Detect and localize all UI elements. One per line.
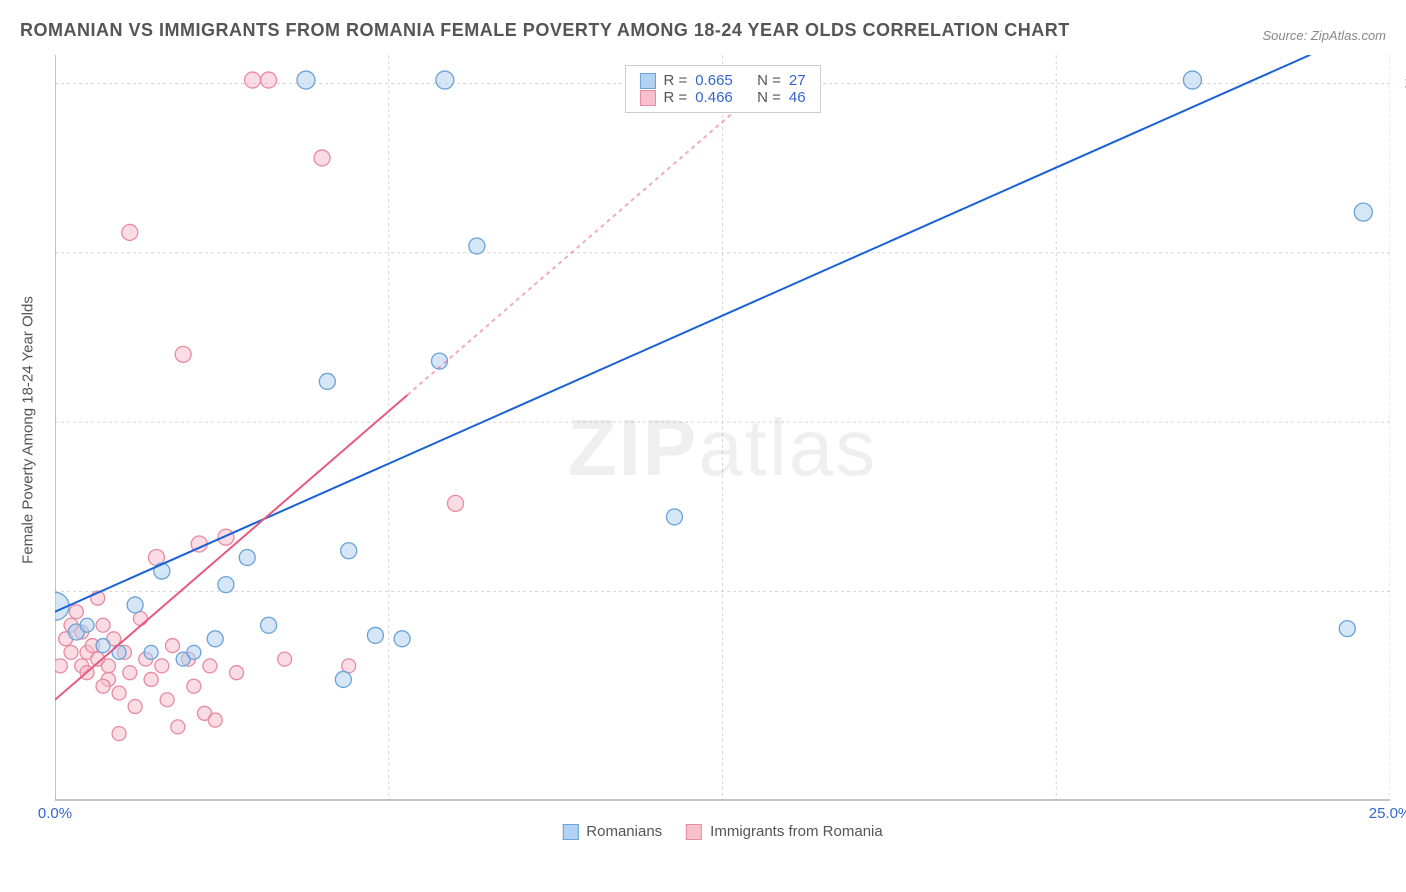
y-axis-label: Female Poverty Among 18-24 Year Olds [20, 296, 37, 564]
x-tick-label: 25.0% [1369, 805, 1406, 822]
legend-swatch [639, 90, 655, 106]
series-name: Immigrants from Romania [710, 823, 883, 840]
series-legend-item: Romanians [562, 823, 662, 840]
n-value: 46 [789, 89, 806, 106]
chart-area: ZIPatlas R = 0.665 N = 27 R = 0.466 N = … [55, 55, 1390, 840]
r-label: R = [663, 89, 687, 106]
legend-swatch [562, 824, 578, 840]
r-value: 0.466 [695, 89, 733, 106]
source-attribution: Source: ZipAtlas.com [1262, 28, 1386, 43]
r-value: 0.665 [695, 72, 733, 89]
legend-row: R = 0.665 N = 27 [639, 72, 805, 89]
n-value: 27 [789, 72, 806, 89]
legend-swatch [686, 824, 702, 840]
x-tick-label: 0.0% [38, 805, 72, 822]
series-legend: Romanians Immigrants from Romania [562, 823, 882, 840]
n-label: N = [757, 72, 781, 89]
series-legend-item: Immigrants from Romania [686, 823, 883, 840]
n-label: N = [757, 89, 781, 106]
legend-row: R = 0.466 N = 46 [639, 89, 805, 106]
legend-swatch [639, 73, 655, 89]
scatter-plot [55, 55, 1390, 840]
stats-legend: R = 0.665 N = 27 R = 0.466 N = 46 [624, 65, 820, 113]
r-label: R = [663, 72, 687, 89]
series-name: Romanians [586, 823, 662, 840]
chart-title: ROMANIAN VS IMMIGRANTS FROM ROMANIA FEMA… [20, 20, 1070, 41]
